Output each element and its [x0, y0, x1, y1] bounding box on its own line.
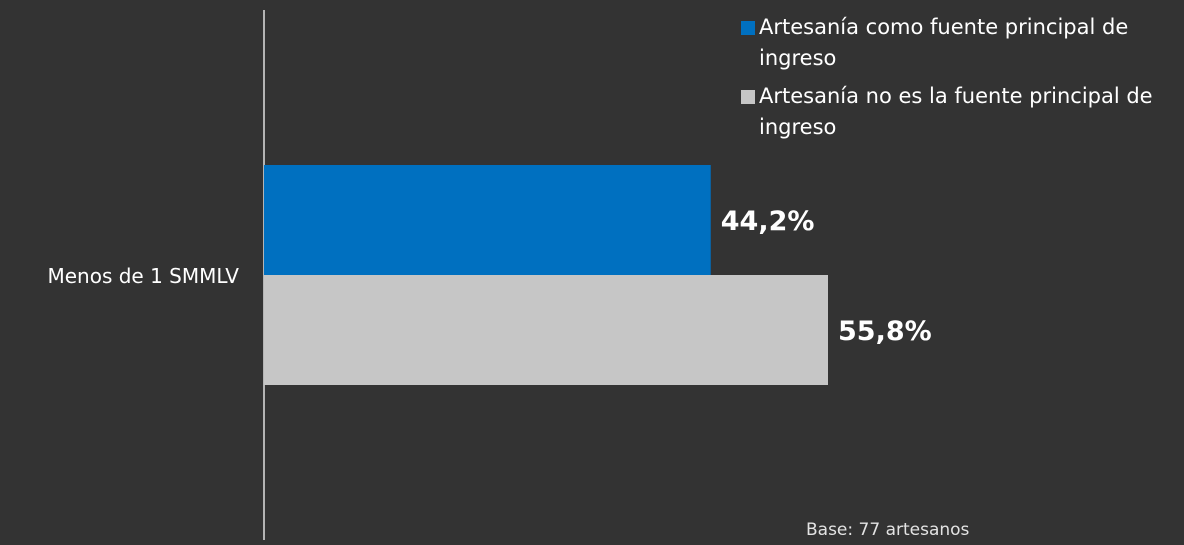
legend-swatch-primary: [741, 21, 755, 35]
data-label-series-1: 55,8%: [838, 316, 932, 347]
legend-swatch-secondary: [741, 90, 755, 104]
bar-series-0: [264, 165, 711, 275]
chart-legend: Artesanía como fuente principal de ingre…: [741, 12, 1181, 150]
legend-label-primary: Artesanía como fuente principal de ingre…: [759, 15, 1129, 70]
legend-item-primary: Artesanía como fuente principal de ingre…: [741, 12, 1181, 74]
base-note: Base: 77 artesanos: [806, 520, 970, 540]
legend-label-secondary: Artesanía no es la fuente principal de i…: [759, 84, 1153, 139]
data-label-series-0: 44,2%: [721, 206, 815, 237]
bar-series-1: [264, 275, 828, 385]
legend-item-secondary: Artesanía no es la fuente principal de i…: [741, 81, 1181, 143]
category-label: Menos de 1 SMMLV: [47, 264, 239, 288]
